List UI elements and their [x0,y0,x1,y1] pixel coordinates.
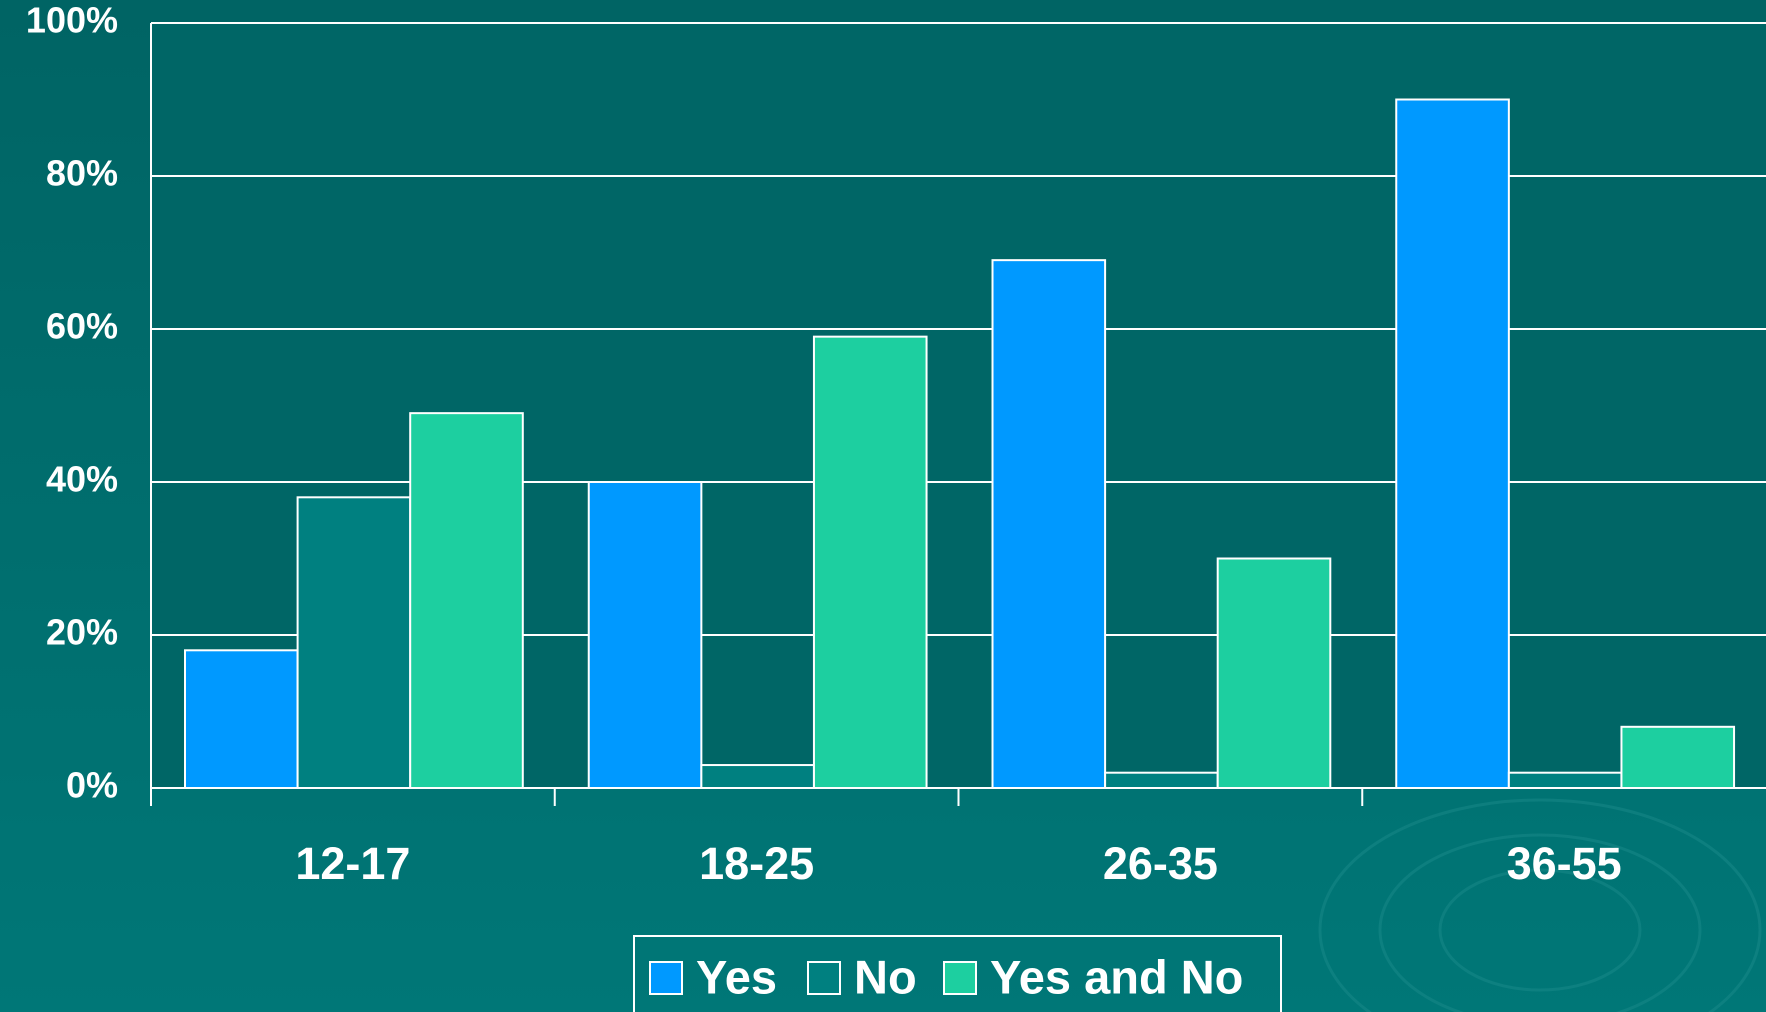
bar [1104,771,1219,790]
bar [1620,725,1736,789]
y-tick-label: 40% [46,459,118,500]
y-tick-label: 0% [66,765,118,806]
bar [1395,98,1510,789]
decoration [1318,683,1766,1012]
legend-swatch [649,961,683,995]
bar [184,649,299,789]
y-tick-label: 100% [26,0,118,41]
bar [1216,557,1332,789]
legend-swatch [807,961,841,995]
bar [587,481,703,789]
legend-swatch [943,961,977,995]
bar [409,412,524,789]
x-tick-label: 18-25 [699,838,814,889]
x-tick-label: 36-55 [1507,838,1622,889]
bar [812,335,928,789]
bar [991,259,1107,789]
x-tick-label: 26-35 [1103,838,1218,889]
legend-box [633,935,1282,1012]
y-tick-label: 80% [46,153,118,194]
bar [700,764,815,789]
bar [1507,771,1623,790]
y-tick-label: 20% [46,612,118,653]
bar [296,496,412,789]
y-tick-label: 60% [46,306,118,347]
legend-label: Yes and No [990,950,1243,1003]
x-tick-label: 12-17 [295,838,410,889]
legend-label: Yes [696,950,777,1003]
legend-label: No [854,950,917,1003]
